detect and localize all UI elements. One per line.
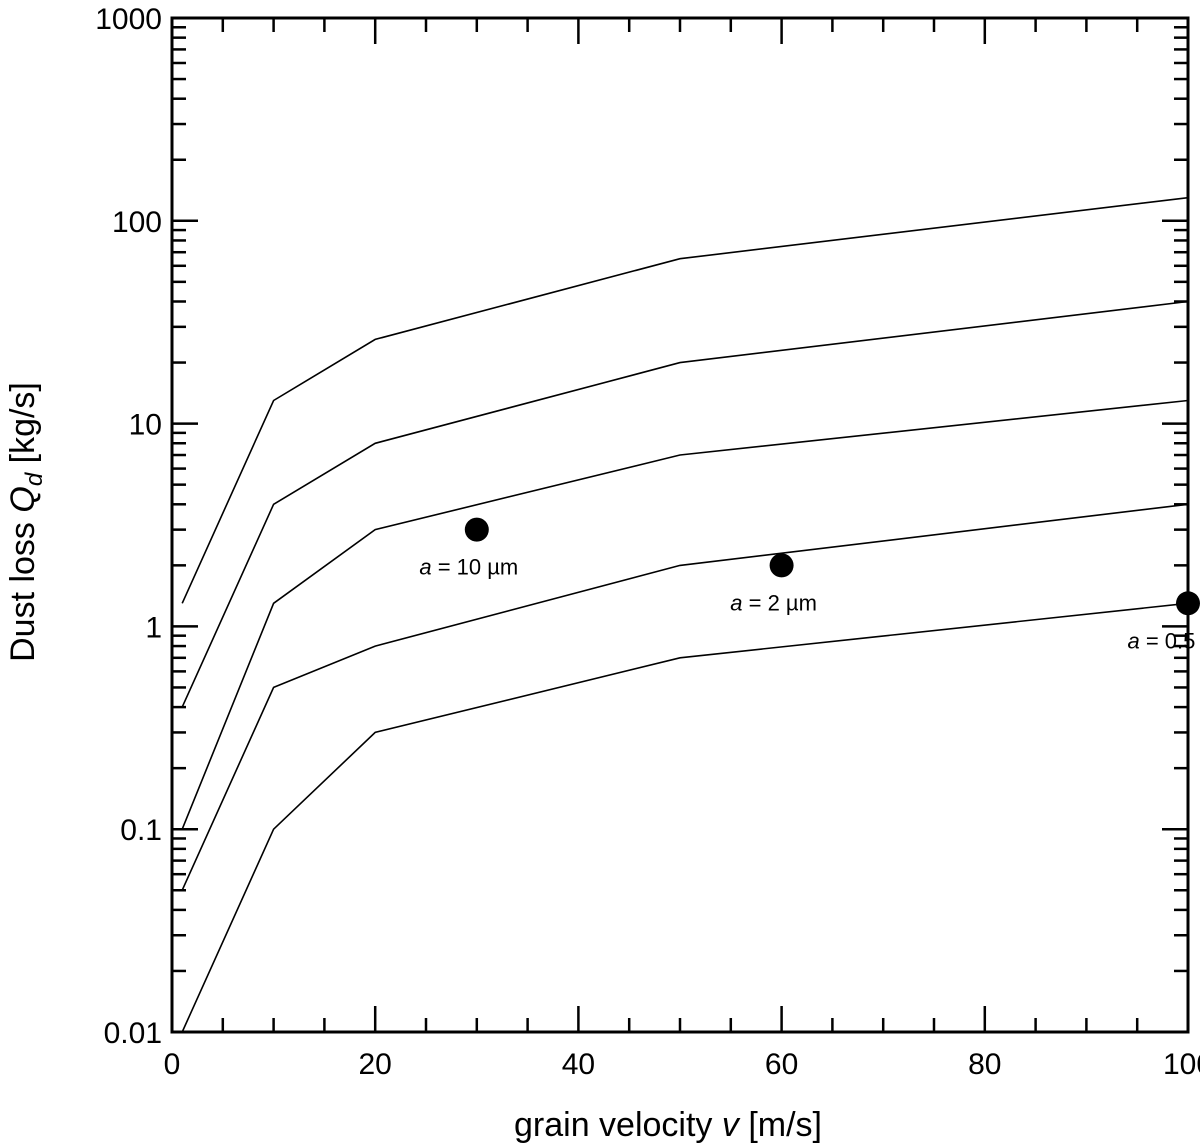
minor-ticks-group (172, 18, 1188, 1032)
y-tick-label-100: 100 (112, 206, 162, 239)
point-label-3: a = 0.5 µm (1127, 628, 1200, 653)
x-tick-label-0: 0 (164, 1048, 181, 1081)
x-tick-label-40: 40 (562, 1048, 595, 1081)
y-tick-label-0p01: 0.01 (104, 1017, 162, 1050)
y-tick-labels: 0.01 0.1 1 10 100 1000 (95, 3, 162, 1050)
series-line-1 (181, 196, 1189, 604)
y-tick-label-10: 10 (129, 409, 162, 442)
x-axis-label: grain velocity v [m/s] (514, 1106, 822, 1144)
point-label-1: a = 10 µm (419, 555, 518, 580)
data-point-2 (769, 553, 794, 578)
x-tick-labels: 0 20 40 60 80 100 (164, 1048, 1200, 1081)
x-tick-label-100: 100 (1163, 1048, 1200, 1081)
point-labels-group: a = 10 µm a = 2 µm a = 0.5 µm (419, 555, 1200, 654)
series-line-3 (181, 399, 1189, 830)
major-ticks-group (170, 16, 1190, 1034)
y-tick-label-1000: 1000 (95, 3, 162, 36)
point-label-2: a = 2 µm (730, 590, 817, 615)
series-line-4 (181, 503, 1189, 891)
series-line-2 (181, 300, 1189, 708)
series-line-5 (181, 602, 1189, 1033)
y-axis-label: Dust loss Qd [kg/s] (4, 382, 48, 662)
data-point-3 (1176, 591, 1200, 616)
data-points-group (464, 517, 1200, 616)
curves-group (181, 196, 1189, 1033)
y-tick-label-1: 1 (145, 611, 162, 644)
y-tick-label-0p1: 0.1 (120, 814, 162, 847)
plot-frame (170, 16, 1190, 1034)
x-tick-label-80: 80 (968, 1048, 1001, 1081)
x-tick-label-20: 20 (359, 1048, 392, 1081)
x-tick-label-60: 60 (765, 1048, 798, 1081)
data-point-1 (464, 517, 489, 542)
